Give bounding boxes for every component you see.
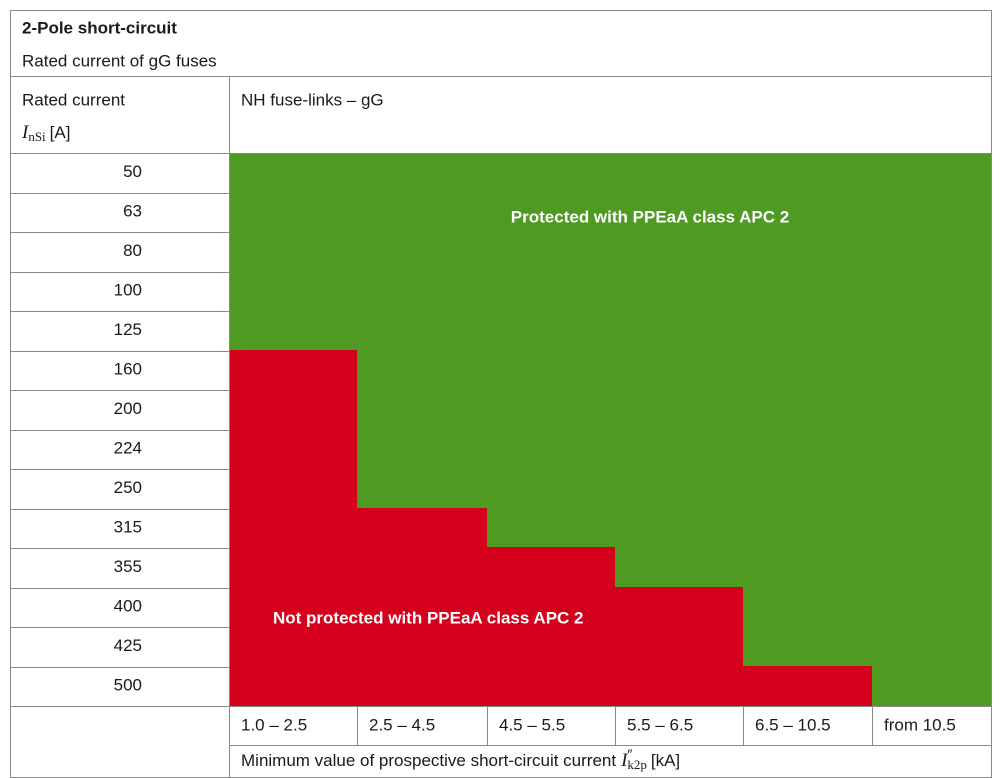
- superscript: ″: [627, 746, 632, 762]
- column-header: NH fuse-links – gG: [241, 90, 384, 109]
- rated-current: 250: [114, 478, 142, 497]
- rated-current: 160: [114, 360, 142, 379]
- symbol: I: [21, 122, 30, 143]
- subscript: nSi: [28, 129, 46, 144]
- rated-current: 224: [114, 439, 142, 458]
- current-range: 2.5 – 4.5: [369, 715, 435, 734]
- rated-current: 100: [114, 281, 142, 300]
- rated-current: 425: [114, 636, 142, 655]
- rated-current: 315: [114, 518, 142, 537]
- row-header-label: Rated current: [22, 90, 125, 109]
- protected-label: Protected with PPEaA class APC 2: [511, 207, 789, 226]
- row-header-symbol: InSi [A]: [21, 122, 70, 144]
- rated-current: 50: [123, 162, 142, 181]
- not-protected-region: [229, 350, 872, 706]
- rated-current: 500: [114, 676, 142, 695]
- subtitle: Rated current of gG fuses: [22, 51, 217, 70]
- current-range: 5.5 – 6.5: [627, 715, 693, 734]
- symbol: I: [620, 750, 629, 771]
- current-range: from 10.5: [884, 715, 956, 734]
- rated-current: 400: [114, 597, 142, 616]
- current-range: 4.5 – 5.5: [499, 715, 565, 734]
- title: 2-Pole short-circuit: [22, 18, 177, 37]
- rated-current: 63: [123, 202, 142, 221]
- subscript: k2p: [627, 757, 647, 772]
- unit: [A]: [50, 123, 71, 142]
- rated-current: 200: [114, 399, 142, 418]
- rated-current: 355: [114, 557, 142, 576]
- not-protected-label: Not protected with PPEaA class APC 2: [273, 608, 583, 627]
- rated-current: 80: [123, 241, 142, 260]
- axis-text: Minimum value of prospective short-circu…: [241, 751, 616, 770]
- rated-current: 125: [114, 320, 142, 339]
- current-range: 1.0 – 2.5: [241, 715, 307, 734]
- current-range: 6.5 – 10.5: [755, 715, 831, 734]
- axis-label: Minimum value of prospective short-circu…: [241, 746, 680, 772]
- unit: [kA]: [651, 751, 680, 770]
